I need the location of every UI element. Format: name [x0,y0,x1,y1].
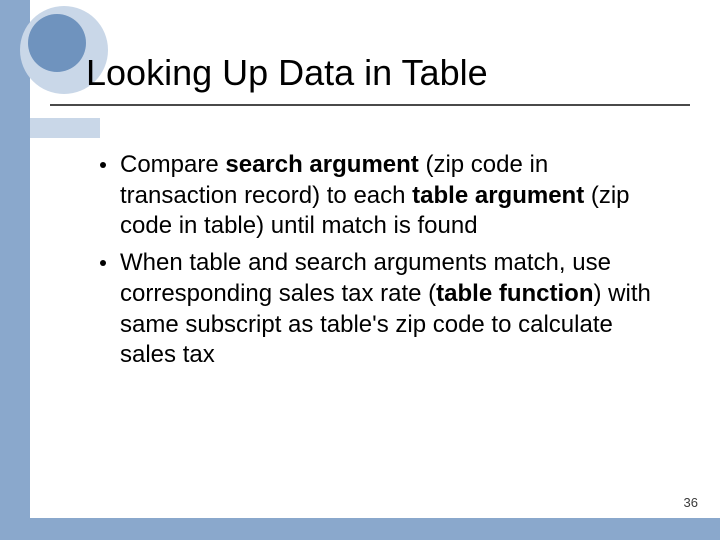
accent-band [30,118,100,138]
bullet-dot-icon [100,162,106,168]
bullet-text: When table and search arguments match, u… [120,248,660,371]
bullet-dot-icon [100,260,106,266]
title-rule [50,104,690,106]
left-rail [0,0,30,540]
page-number: 36 [684,495,698,510]
bullet-item: Compare search argument (zip code in tra… [100,150,660,242]
bottom-rail [0,518,720,540]
slide: Looking Up Data in Table Compare search … [0,0,720,540]
body-area: Compare search argument (zip code in tra… [100,150,660,377]
bullet-item: When table and search arguments match, u… [100,248,660,371]
corner-circle-inner [28,14,86,72]
slide-title: Looking Up Data in Table [86,52,488,94]
bullet-text: Compare search argument (zip code in tra… [120,150,660,242]
